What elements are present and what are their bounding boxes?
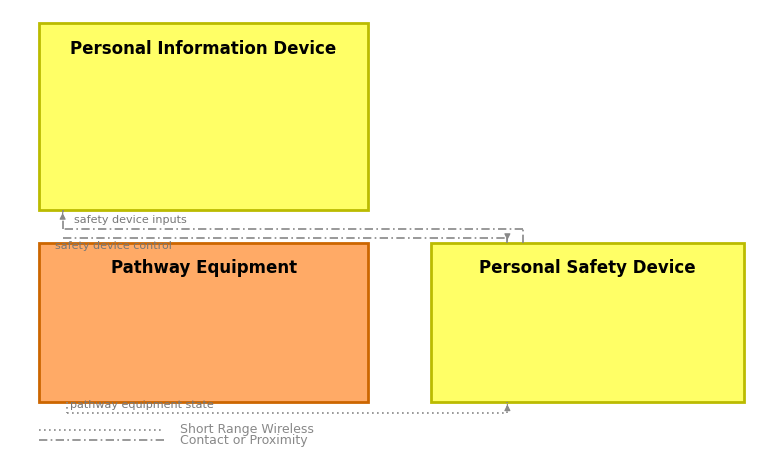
Text: Pathway Equipment: Pathway Equipment [110, 259, 297, 277]
Bar [39, 23, 368, 210]
Text: Personal Safety Device: Personal Safety Device [479, 259, 695, 277]
Text: Contact or Proximity: Contact or Proximity [180, 434, 308, 447]
Bar [39, 243, 368, 402]
Bar [431, 243, 744, 402]
Text: safety device inputs: safety device inputs [74, 215, 187, 225]
Text: Personal Information Device: Personal Information Device [70, 40, 337, 58]
Text: pathway equipment state: pathway equipment state [70, 401, 215, 410]
Text: safety device control: safety device control [55, 241, 171, 251]
Text: Short Range Wireless: Short Range Wireless [180, 423, 314, 436]
